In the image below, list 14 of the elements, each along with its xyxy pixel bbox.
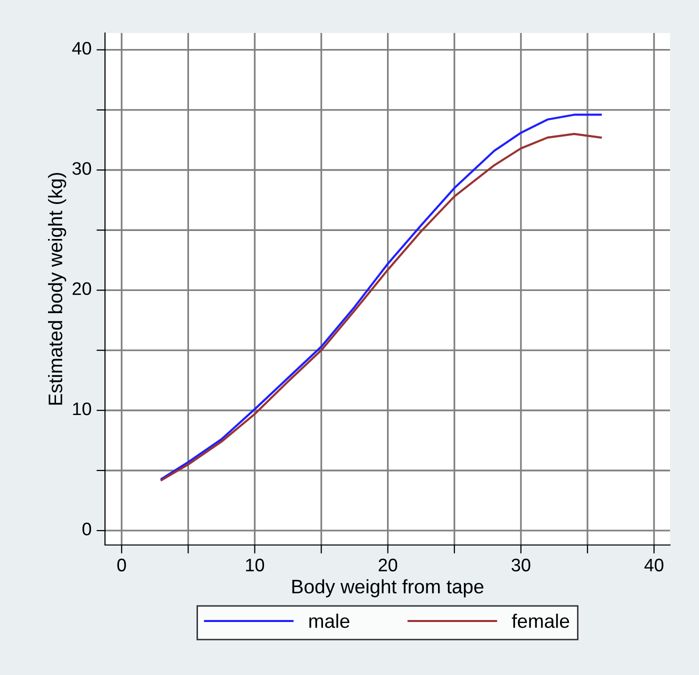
x-tick-label: 40 <box>644 558 664 572</box>
legend-label: female <box>512 614 570 628</box>
x-axis-title: Body weight from tape <box>292 579 484 598</box>
y-tick-label: 20 <box>72 282 92 296</box>
y-tick-label: 40 <box>72 42 92 55</box>
y-tick-label: 0 <box>82 522 92 536</box>
x-tick-label: 30 <box>512 558 530 572</box>
y-tick-label: 30 <box>72 162 92 175</box>
legend-label: male <box>309 614 350 628</box>
x-tick-label: 10 <box>246 558 264 572</box>
y-tick-label: 10 <box>73 402 92 416</box>
x-tick-label: 0 <box>117 558 126 572</box>
y-axis-title: Estimated body weight (kg) <box>48 172 66 405</box>
x-tick-label: 20 <box>378 558 398 572</box>
